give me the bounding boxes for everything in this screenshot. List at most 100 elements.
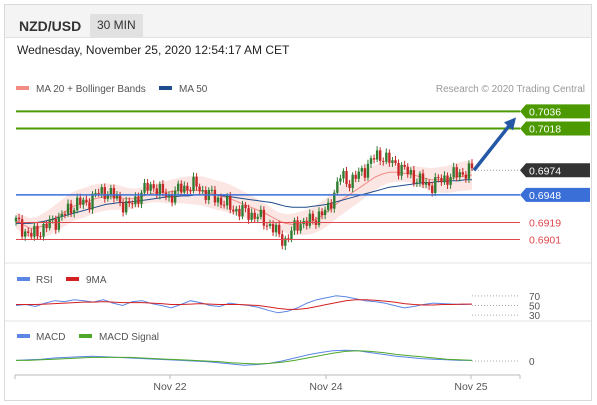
candle-body bbox=[296, 220, 299, 231]
candle-body bbox=[412, 170, 416, 184]
candle-body bbox=[440, 178, 443, 183]
level-label-0.7036: 0.7036 bbox=[529, 106, 561, 118]
candle-body bbox=[109, 187, 113, 196]
candle-body bbox=[94, 192, 97, 194]
candle-body bbox=[403, 164, 406, 167]
candle-body bbox=[201, 189, 204, 192]
candle-body bbox=[173, 190, 177, 203]
candle-body bbox=[409, 170, 412, 175]
candle-body bbox=[287, 238, 290, 240]
candle-body bbox=[388, 152, 391, 163]
candle-body bbox=[382, 160, 385, 162]
candle-body bbox=[72, 210, 76, 214]
candle-body bbox=[85, 199, 88, 203]
candle-body bbox=[97, 192, 100, 194]
bollinger-legend-swatch bbox=[16, 86, 29, 90]
candle-body bbox=[333, 192, 336, 209]
candle-body bbox=[360, 168, 364, 172]
candle-body bbox=[48, 219, 51, 229]
candle-body bbox=[210, 189, 214, 191]
candle-body bbox=[213, 189, 217, 203]
macd-line bbox=[15, 349, 472, 366]
ma50-legend-swatch bbox=[159, 86, 172, 90]
bollinger-band bbox=[16, 160, 472, 240]
candle-body bbox=[186, 185, 189, 191]
candle-body bbox=[60, 213, 64, 217]
candle-body bbox=[400, 164, 403, 176]
rsi-legend-swatch bbox=[17, 277, 30, 281]
candle-body bbox=[247, 208, 250, 220]
candle-body bbox=[406, 166, 409, 175]
level-label-0.6901: 0.6901 bbox=[529, 235, 561, 247]
candle-body bbox=[253, 212, 256, 219]
candle-body bbox=[161, 183, 165, 193]
candle-body bbox=[357, 171, 360, 179]
candle-body bbox=[219, 197, 223, 205]
candle-body bbox=[394, 160, 397, 163]
candle-body bbox=[449, 177, 452, 185]
candle-body bbox=[91, 193, 94, 210]
candle-body bbox=[149, 184, 152, 191]
candle-body bbox=[146, 182, 149, 191]
level-label-0.6948: 0.6948 bbox=[529, 190, 561, 202]
macd-panel: 0 bbox=[15, 349, 535, 368]
forecast-arrow bbox=[472, 122, 513, 172]
x-tick-label: Nov 25 bbox=[454, 381, 487, 393]
chart-datetime: Wednesday, November 25, 2020 12:54:17 AM… bbox=[17, 43, 290, 57]
candle-body bbox=[256, 216, 259, 219]
candle-body bbox=[290, 230, 293, 239]
candle-body bbox=[339, 178, 342, 182]
candle-body bbox=[17, 217, 21, 220]
candle-body bbox=[115, 195, 119, 199]
candle-body bbox=[118, 195, 122, 203]
candle-body bbox=[455, 167, 458, 178]
candle-body bbox=[351, 174, 354, 188]
ma50-legend-label: MA 50 bbox=[179, 84, 208, 95]
candle-body bbox=[293, 220, 296, 231]
level-tag-0.7036 bbox=[520, 104, 590, 119]
research-credit: Research © 2020 Trading Central bbox=[436, 84, 585, 95]
candle-body bbox=[305, 220, 308, 226]
candle-body bbox=[241, 205, 244, 217]
level-label-0.6974: 0.6974 bbox=[529, 165, 561, 177]
candle-body bbox=[421, 173, 425, 185]
candle-body bbox=[158, 183, 162, 196]
macd-signal-legend-label: MACD Signal bbox=[99, 332, 159, 343]
candle-body bbox=[320, 211, 324, 216]
candle-body bbox=[308, 213, 311, 226]
macd-tick-0: 0 bbox=[529, 357, 535, 368]
candle-body bbox=[238, 208, 241, 217]
candle-body bbox=[311, 213, 315, 221]
candle-body bbox=[369, 158, 373, 164]
candle-body bbox=[51, 218, 54, 220]
candle-body bbox=[128, 201, 131, 204]
macd-legend-label: MACD bbox=[36, 332, 65, 343]
candle-body bbox=[23, 231, 27, 237]
candle-body bbox=[27, 231, 30, 233]
candle-body bbox=[66, 203, 70, 215]
candle-body bbox=[189, 190, 192, 192]
candle-body bbox=[155, 188, 158, 196]
candle-body bbox=[372, 158, 376, 160]
candle-body bbox=[434, 177, 437, 194]
candle-body bbox=[271, 223, 275, 233]
candle-body bbox=[137, 196, 140, 204]
candle-body bbox=[112, 187, 116, 199]
level-label-0.7018: 0.7018 bbox=[529, 123, 561, 135]
candle-body bbox=[152, 184, 155, 189]
candle-body bbox=[461, 172, 465, 175]
candle-body bbox=[418, 173, 422, 183]
rsi-tick-50: 50 bbox=[529, 302, 541, 313]
macd-legend-swatch bbox=[17, 334, 30, 338]
candle-body bbox=[274, 224, 278, 233]
candle-body bbox=[124, 201, 128, 213]
candle-body bbox=[54, 218, 57, 230]
macd-signal-legend-swatch bbox=[79, 334, 92, 338]
candle-body bbox=[452, 167, 455, 178]
candle-body bbox=[363, 168, 367, 178]
candle-body bbox=[170, 194, 174, 203]
candle-body bbox=[345, 170, 348, 184]
candle-body bbox=[262, 209, 266, 226]
timeframe-badge[interactable]: 30 MIN bbox=[90, 14, 143, 37]
